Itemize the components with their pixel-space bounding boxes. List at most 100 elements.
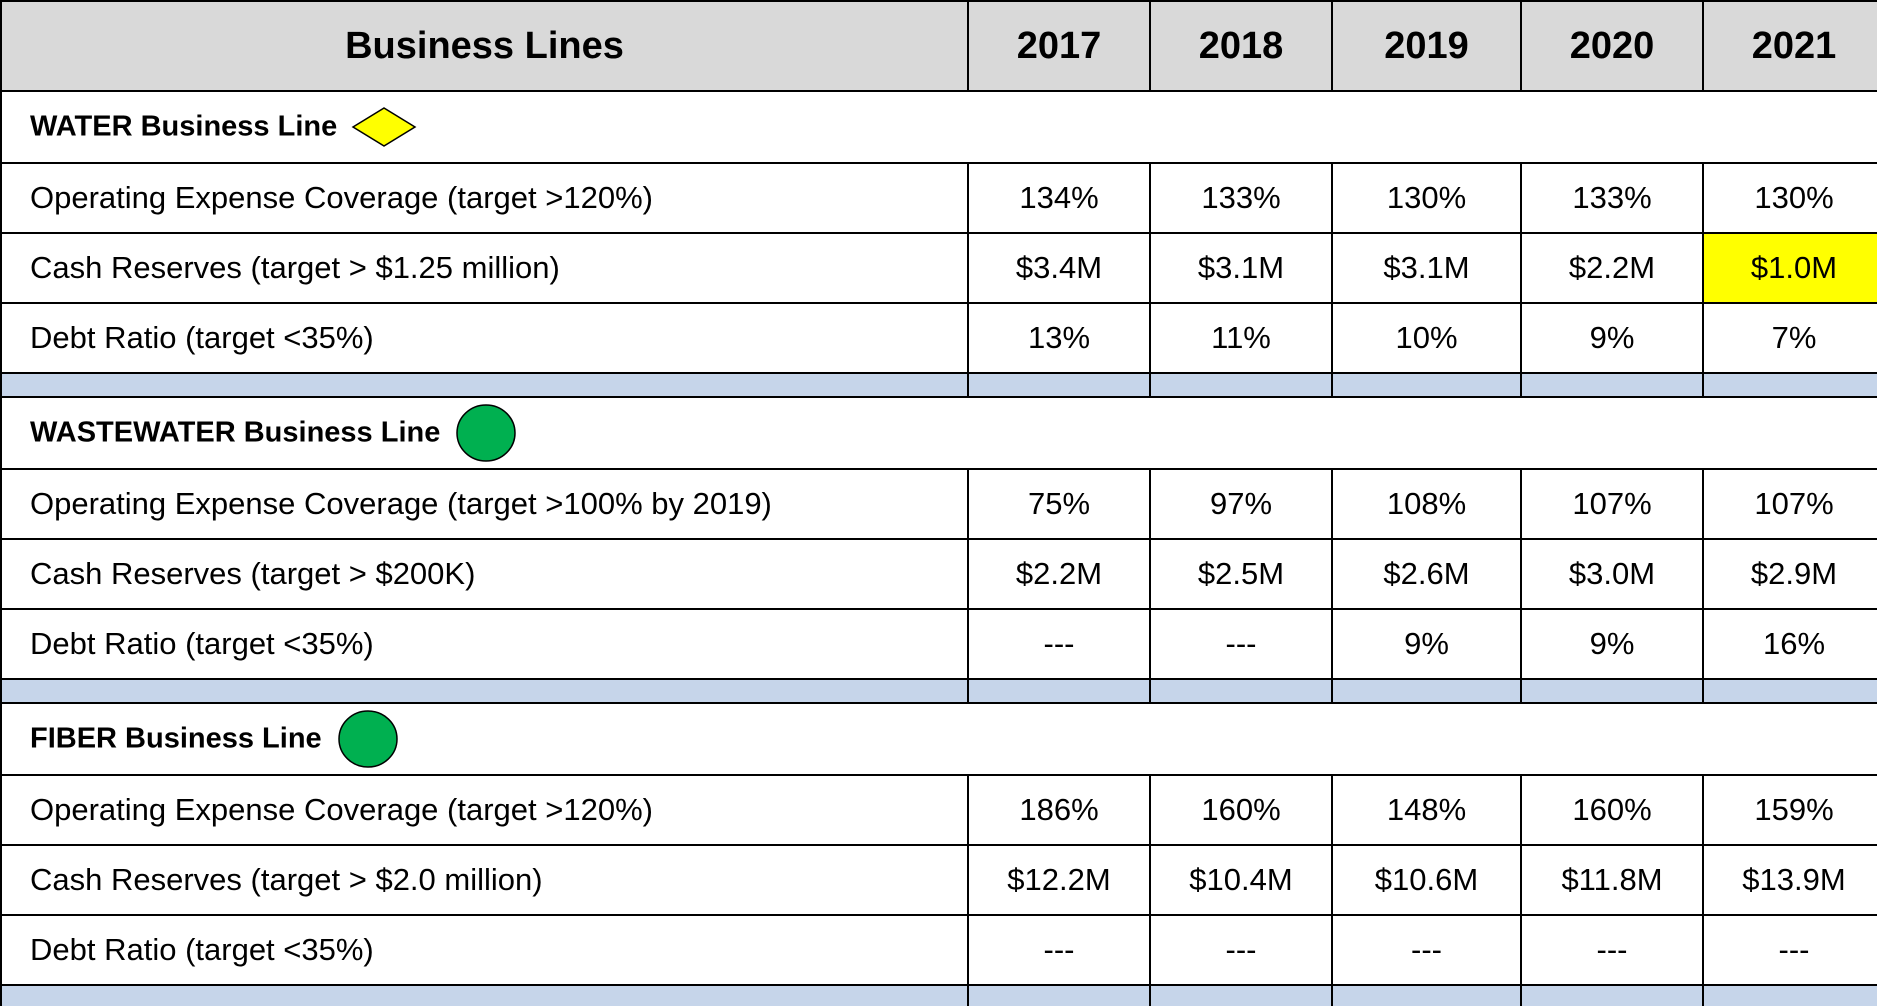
- value-cell: $2.9M: [1702, 538, 1877, 610]
- spacer-cell: [967, 984, 1151, 1006]
- data-row: Debt Ratio (target <35%) 13% 11% 10% 9% 7%: [0, 302, 1877, 374]
- spacer-cell: [1331, 984, 1522, 1006]
- section-row: FIBER Business Line: [0, 702, 1877, 776]
- value-cell: 11%: [1149, 302, 1333, 374]
- value-cell: 107%: [1702, 468, 1877, 540]
- row-label: Operating Expense Coverage (target >100%…: [0, 468, 969, 540]
- spacer-cell: [0, 678, 969, 704]
- row-label: Operating Expense Coverage (target >120%…: [0, 774, 969, 846]
- value-cell: 160%: [1520, 774, 1704, 846]
- spacer-cell: [1331, 372, 1522, 398]
- value-cell: 9%: [1331, 608, 1522, 680]
- spacer-cell: [1702, 678, 1877, 704]
- value-cell: 75%: [967, 468, 1151, 540]
- data-row: Operating Expense Coverage (target >100%…: [0, 468, 1877, 540]
- row-label: Cash Reserves (target > $1.25 million): [0, 232, 969, 304]
- value-cell: $3.0M: [1520, 538, 1704, 610]
- year-header: 2020: [1520, 0, 1704, 92]
- data-row: Operating Expense Coverage (target >120%…: [0, 774, 1877, 846]
- spacer-cell: [1520, 984, 1704, 1006]
- spacer-cell: [967, 678, 1151, 704]
- circle: [337, 710, 398, 768]
- section-cell: FIBER Business Line: [0, 702, 1877, 776]
- value-cell: 10%: [1331, 302, 1522, 374]
- value-cell: $2.6M: [1331, 538, 1522, 610]
- data-row: Cash Reserves (target > $2.0 million) $12…: [0, 844, 1877, 916]
- value-cell: 7%: [1702, 302, 1877, 374]
- circle: [456, 404, 517, 462]
- value-cell: $2.2M: [1520, 232, 1704, 304]
- header-title: Business Lines: [0, 0, 969, 92]
- spacer-cell: [1149, 984, 1333, 1006]
- spacer-cell: [1149, 372, 1333, 398]
- data-row: Cash Reserves (target > $200K) $2.2M $2.5M…: [0, 538, 1877, 610]
- value-cell: $12.2M: [967, 844, 1151, 916]
- value-cell: $3.4M: [967, 232, 1151, 304]
- value-cell: 186%: [967, 774, 1151, 846]
- spacer-cell: [1149, 678, 1333, 704]
- value-cell: $2.2M: [967, 538, 1151, 610]
- data-row: Cash Reserves (target > $1.25 million) $3…: [0, 232, 1877, 304]
- value-cell: 148%: [1331, 774, 1522, 846]
- year-header: 2018: [1149, 0, 1333, 92]
- value-cell: $1.0M: [1702, 232, 1877, 304]
- section-title: WATER Business Line: [30, 110, 338, 143]
- year-header: 2017: [967, 0, 1151, 92]
- value-cell: ---: [1149, 608, 1333, 680]
- year-header: 2021: [1702, 0, 1877, 92]
- year-header: 2019: [1331, 0, 1522, 92]
- value-cell: 160%: [1149, 774, 1333, 846]
- data-row: Debt Ratio (target <35%) --- --- 9% 9% 16%: [0, 608, 1877, 680]
- value-cell: ---: [967, 914, 1151, 986]
- spacer-row: [0, 984, 1877, 1006]
- row-label: Cash Reserves (target > $2.0 million): [0, 844, 969, 916]
- spacer-cell: [0, 984, 969, 1006]
- value-cell: 159%: [1702, 774, 1877, 846]
- value-cell: $3.1M: [1149, 232, 1333, 304]
- value-cell: $13.9M: [1702, 844, 1877, 916]
- spacer-cell: [1331, 678, 1522, 704]
- value-cell: 9%: [1520, 608, 1704, 680]
- row-label: Operating Expense Coverage (target >120%…: [0, 162, 969, 234]
- value-cell: ---: [1702, 914, 1877, 986]
- row-label: Cash Reserves (target > $200K): [0, 538, 969, 610]
- row-label: Debt Ratio (target <35%): [0, 608, 969, 680]
- value-cell: $2.5M: [1149, 538, 1333, 610]
- value-cell: $11.8M: [1520, 844, 1704, 916]
- value-cell: $10.4M: [1149, 844, 1333, 916]
- status-icon: [337, 710, 398, 768]
- row-label: Debt Ratio (target <35%): [0, 302, 969, 374]
- value-cell: 133%: [1149, 162, 1333, 234]
- value-cell: 16%: [1702, 608, 1877, 680]
- value-cell: ---: [1149, 914, 1333, 986]
- data-row: Debt Ratio (target <35%) --- --- --- --- ---: [0, 914, 1877, 986]
- data-row: Operating Expense Coverage (target >120%…: [0, 162, 1877, 234]
- value-cell: $3.1M: [1331, 232, 1522, 304]
- section-title: FIBER Business Line: [30, 722, 322, 755]
- value-cell: 97%: [1149, 468, 1333, 540]
- status-icon: [351, 107, 417, 147]
- spacer-cell: [1520, 372, 1704, 398]
- section-row: WASTEWATER Business Line: [0, 396, 1877, 470]
- spacer-cell: [0, 372, 969, 398]
- diamond: [351, 107, 417, 147]
- value-cell: 108%: [1331, 468, 1522, 540]
- value-cell: 130%: [1702, 162, 1877, 234]
- spacer-cell: [967, 372, 1151, 398]
- header-row: Business Lines 2017 2018 2019 2020 2021: [0, 0, 1877, 92]
- spacer-cell: [1520, 678, 1704, 704]
- status-icon: [456, 404, 517, 462]
- value-cell: $10.6M: [1331, 844, 1522, 916]
- value-cell: 9%: [1520, 302, 1704, 374]
- value-cell: 130%: [1331, 162, 1522, 234]
- spacer-row: [0, 372, 1877, 398]
- section-title: WASTEWATER Business Line: [30, 416, 441, 449]
- value-cell: 13%: [967, 302, 1151, 374]
- row-label: Debt Ratio (target <35%): [0, 914, 969, 986]
- value-cell: 133%: [1520, 162, 1704, 234]
- value-cell: ---: [1331, 914, 1522, 986]
- spacer-cell: [1702, 372, 1877, 398]
- value-cell: ---: [1520, 914, 1704, 986]
